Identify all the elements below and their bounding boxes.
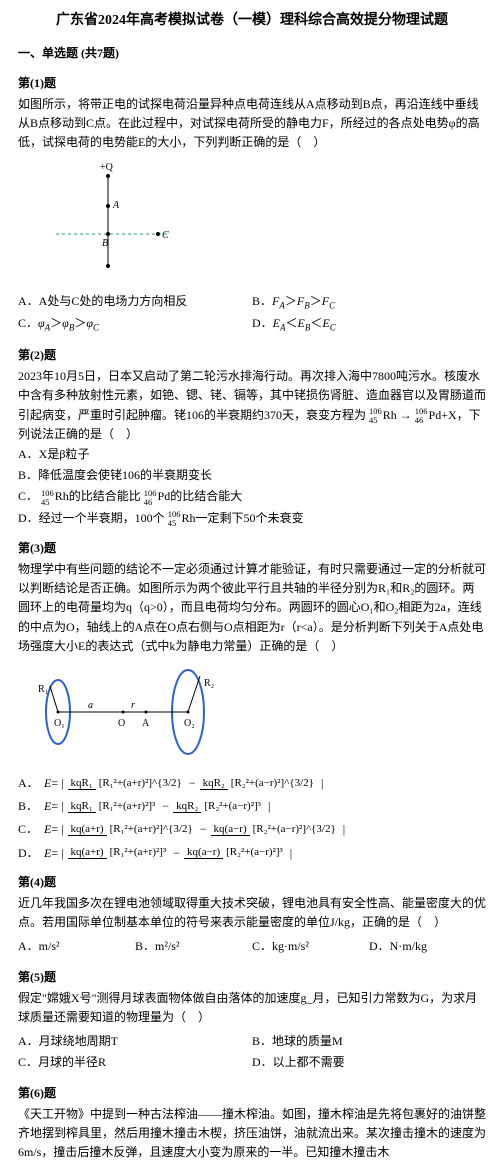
q1-figure: +Q A B C bbox=[18, 158, 486, 284]
page-title: 广东省2024年高考模拟试卷（一模）理科综合高效提分物理试题 bbox=[18, 10, 486, 32]
svg-text:O₁: O₁ bbox=[54, 718, 65, 729]
q1-label-C: C bbox=[162, 230, 169, 241]
q3-figure: a r O₁ O A O₂ R₁ R₂ bbox=[18, 662, 486, 768]
q2-rhs1-sym: Pd bbox=[429, 408, 442, 422]
q2-opt-C: C． 10645Rh的比结合能比 10646Pd的比结合能大 bbox=[18, 486, 486, 507]
q1-label-Q: +Q bbox=[100, 162, 114, 173]
q6-body: 《天工开物》中提到一种古法榨油——撞木榨油。如图，撞木榨油是先将包裹好的油饼整齐… bbox=[18, 1105, 486, 1163]
q5-opt-D: D．以上都不需要 bbox=[252, 1052, 486, 1073]
svg-text:a: a bbox=[88, 700, 93, 711]
q3-opt-B: B．E = | kqR₁[R₁²+(a+r)²]³ − kqR₂[R₂²+(a−… bbox=[18, 797, 486, 816]
q4-body: 近几年我国多次在锂电池领域取得重大技术突破，锂电池具有安全性高、能量密度大的优点… bbox=[18, 894, 486, 932]
q2-rhs1-presup: 10646 bbox=[415, 407, 428, 424]
q3-opt-D: D．E = | kq(a+r)[R₁²+(a+r)²]³ − kq(a−r)[R… bbox=[18, 844, 486, 863]
q4-opt-C: C．kg·m/s² bbox=[252, 936, 369, 957]
q1-opt-A: A．A处与C处的电场力方向相反 bbox=[18, 291, 252, 314]
q1-opt-D: D．EA＜EB＜EC bbox=[252, 313, 486, 336]
q1-options: A．A处与C处的电场力方向相反 B．FA＞FB＞FC C．φA＞φB＞φC D．… bbox=[18, 291, 486, 337]
q3-options: A．E = | kqR₁[R₁²+(a+r)²]^{3/2} − kqR₂[R₂… bbox=[18, 774, 486, 863]
q2-head: 第(2)题 bbox=[18, 346, 486, 365]
q3-opt-A: A．E = | kqR₁[R₁²+(a+r)²]^{3/2} − kqR₂[R₂… bbox=[18, 774, 486, 793]
svg-text:O: O bbox=[118, 718, 125, 729]
q5-head: 第(5)题 bbox=[18, 968, 486, 987]
section-1-head: 一、单选题 (共7题) bbox=[18, 44, 486, 63]
q5-opt-B: B．地球的质量M bbox=[252, 1031, 486, 1052]
q2-body: 2023年10月5日，日本又启动了第二轮污水排海行动。再次排入海中7800吨污水… bbox=[18, 367, 486, 444]
q6-head: 第(6)题 bbox=[18, 1084, 486, 1103]
q3-body: 物理学中有些问题的结论不一定必须通过计算才能验证，有时只需要通过一定的分析就可以… bbox=[18, 560, 486, 656]
q4-opt-B: B．m²/s² bbox=[135, 936, 252, 957]
q4-head: 第(4)题 bbox=[18, 873, 486, 892]
q2-options: A．X是β粒子 B．降低温度会使铑106的半衰期变长 C． 10645Rh的比结… bbox=[18, 444, 486, 529]
q1-body: 如图所示，将带正电的试探电荷沿量异种点电荷连线从A点移动到B点，再沿连线中垂线从… bbox=[18, 95, 486, 153]
q5-opt-C: C．月球的半径R bbox=[18, 1052, 252, 1073]
svg-text:R₁: R₁ bbox=[38, 684, 48, 695]
q1-opt-A-text: A处与C处的电场力方向相反 bbox=[39, 294, 188, 308]
q1-label-A: A bbox=[112, 200, 120, 211]
svg-text:R₂: R₂ bbox=[204, 678, 214, 689]
q1-opt-C: C．φA＞φB＞φC bbox=[18, 313, 252, 336]
q2-lhs-presup: 10645 bbox=[369, 407, 382, 424]
q4-opt-A: A．m/s² bbox=[18, 936, 135, 957]
q1-head: 第(1)题 bbox=[18, 74, 486, 93]
q2-lhs-sym: Rh bbox=[383, 408, 397, 422]
svg-text:O₂: O₂ bbox=[184, 718, 195, 729]
q3-head: 第(3)题 bbox=[18, 539, 486, 558]
q2-opt-A: A．X是β粒子 bbox=[18, 444, 486, 465]
q3-opt-C: C．E = | kq(a+r)[R₁²+(a+r)²]^{3/2} − kq(a… bbox=[18, 820, 486, 839]
q5-opt-A: A．月球绕地周期T bbox=[18, 1031, 252, 1052]
svg-text:A: A bbox=[142, 718, 150, 729]
q2-opt-B: B．降低温度会使铑106的半衰期变长 bbox=[18, 465, 486, 486]
q4-opt-D: D．N·m/kg bbox=[369, 936, 486, 957]
svg-text:r: r bbox=[131, 700, 135, 711]
q5-options: A．月球绕地周期T B．地球的质量M C．月球的半径R D．以上都不需要 bbox=[18, 1031, 486, 1073]
q5-body: 假定"嫦娥X号"测得月球表面物体做自由落体的加速度g_月，已知引力常数为G，为求… bbox=[18, 989, 486, 1027]
q2-opt-D: D．经过一个半衰期，100个 10645Rh一定剩下50个未衰变 bbox=[18, 508, 486, 529]
q4-options: A．m/s² B．m²/s² C．kg·m/s² D．N·m/kg bbox=[18, 936, 486, 957]
q1-opt-B: B．FA＞FB＞FC bbox=[252, 291, 486, 314]
q1-label-B: B bbox=[102, 238, 108, 249]
